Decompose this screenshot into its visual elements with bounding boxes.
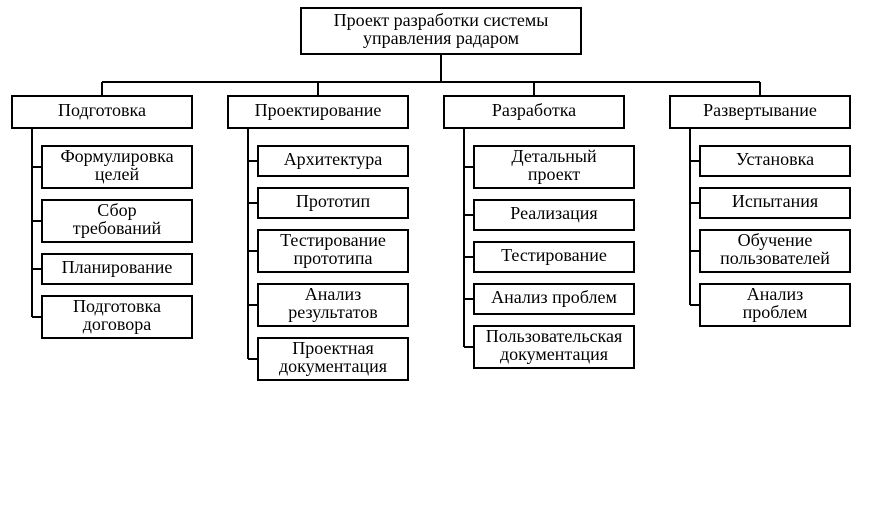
root-node-label: управления радаром <box>363 28 519 48</box>
leaf-2-4-label: документация <box>500 344 608 364</box>
leaf-3-2-label: Обучение <box>738 230 813 250</box>
leaf-1-4-label: Проектная <box>292 338 373 358</box>
leaf-1-2-label: Тестирование <box>280 230 386 250</box>
leaf-2-1-label: Реализация <box>510 203 597 223</box>
branch-0-label: Подготовка <box>58 100 146 120</box>
leaf-0-3-label: Подготовка <box>73 296 161 316</box>
branch-3-label: Развертывание <box>703 100 817 120</box>
leaf-3-3-label: Анализ <box>747 284 804 304</box>
leaf-1-4-label: документация <box>279 356 387 376</box>
wbs-tree-diagram: Проект разработки системыуправления рада… <box>0 0 882 511</box>
leaf-2-4-label: Пользовательская <box>486 326 623 346</box>
leaf-3-0-label: Установка <box>736 149 814 169</box>
leaf-0-1-label: Сбор <box>97 200 136 220</box>
leaf-1-2-label: прототипа <box>294 248 373 268</box>
leaf-0-0-label: Формулировка <box>60 146 173 166</box>
leaf-3-1-label: Испытания <box>732 191 818 211</box>
leaf-1-3-label: результатов <box>288 302 377 322</box>
leaf-2-0-label: проект <box>528 164 580 184</box>
leaf-3-2-label: пользователей <box>720 248 830 268</box>
leaf-1-1-label: Прототип <box>296 191 371 211</box>
branch-2-label: Разработка <box>492 100 576 120</box>
leaf-0-3-label: договора <box>83 314 151 334</box>
leaf-2-2-label: Тестирование <box>501 245 607 265</box>
leaf-1-0-label: Архитектура <box>284 149 383 169</box>
leaf-0-1-label: требований <box>73 218 162 238</box>
leaf-1-3-label: Анализ <box>305 284 362 304</box>
leaf-2-3-label: Анализ проблем <box>491 287 617 307</box>
leaf-2-0-label: Детальный <box>511 146 597 166</box>
leaf-0-0-label: целей <box>95 164 140 184</box>
leaf-3-3-label: проблем <box>743 302 808 322</box>
root-node-label: Проект разработки системы <box>334 10 549 30</box>
branch-1-label: Проектирование <box>255 100 382 120</box>
leaf-0-2-label: Планирование <box>62 257 173 277</box>
